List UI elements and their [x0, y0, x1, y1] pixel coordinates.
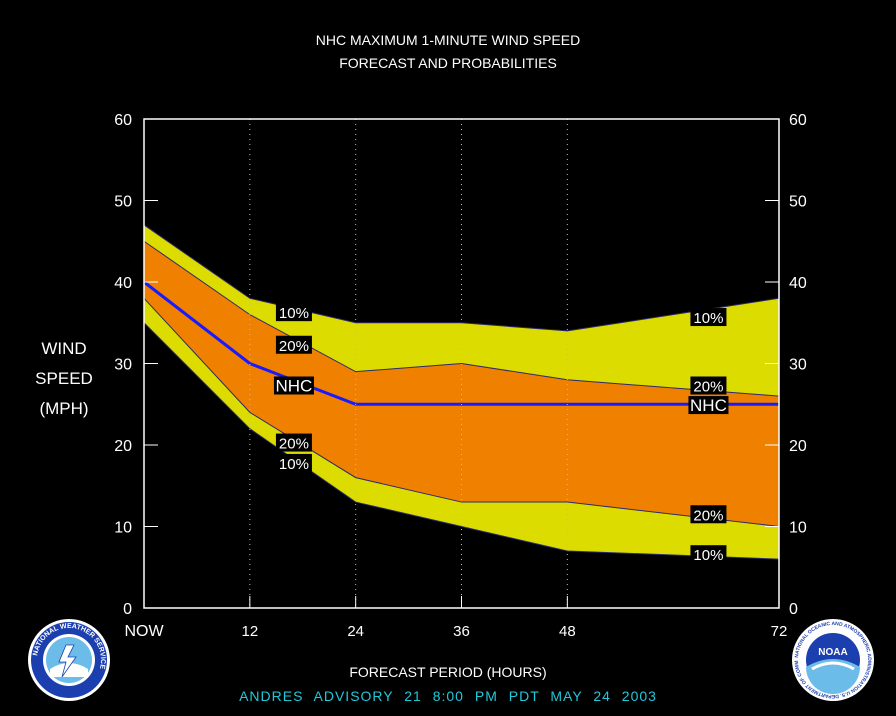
annotation-label: 20%	[693, 507, 723, 524]
y-tick-label-right: 60	[789, 112, 807, 129]
annotation-label: 10%	[693, 547, 723, 564]
noaa-logo-center-text: NOAA	[818, 647, 847, 658]
noaa-logo-icon: NOAA NATIONAL OCEANIC AND ATMOSPHERIC AD…	[790, 617, 874, 701]
chart-title-line-1: NHC MAXIMUM 1-MINUTE WIND SPEED	[315, 32, 581, 48]
y-tick-label-right: 50	[789, 194, 807, 211]
x-tick-label: 12	[241, 623, 258, 640]
y-tick-label-left: 30	[114, 357, 132, 374]
annotation-box	[690, 376, 727, 395]
series-line-20-lower	[143, 297, 780, 527]
y-tick-label-left: 50	[114, 194, 132, 211]
y-tick-label-left: 40	[114, 275, 132, 292]
annotation-label: 20%	[279, 436, 309, 453]
y-tick-label-right: 0	[789, 601, 798, 618]
y-axis-label-line-2: SPEED	[35, 369, 93, 388]
annotation-box	[275, 433, 312, 452]
chart-title-line-2: FORECAST AND PROBABILITIES	[339, 55, 557, 71]
annotation-box	[275, 303, 312, 322]
y-axis-label-line-3: (MPH)	[39, 399, 89, 418]
annotation-box	[690, 308, 727, 327]
annotation-box	[690, 545, 727, 564]
annotation-label: NHC	[690, 396, 727, 415]
annotation-label: 20%	[693, 379, 723, 396]
annotation-box	[275, 453, 312, 472]
y-tick-label-right: 30	[789, 357, 807, 374]
series-line-10-upper	[143, 224, 780, 332]
y-tick-label-right: 40	[789, 275, 807, 292]
x-tick-label: 36	[453, 623, 470, 640]
y-tick-label-left: 10	[114, 520, 132, 537]
annotation-label: NHC	[276, 377, 313, 396]
y-tick-label-left: 60	[114, 112, 132, 129]
x-tick-label: 24	[347, 623, 364, 640]
band-20-percent	[144, 241, 779, 527]
annotation-label: 10%	[279, 456, 309, 473]
nws-logo-icon: NATIONAL WEATHER SERVICE	[28, 619, 110, 701]
advisory-line: ANDRES ADVISORY 21 8:00 PM PDT MAY 24 20…	[239, 688, 657, 704]
annotation-box	[688, 396, 729, 415]
y-tick-label-right: 20	[789, 438, 807, 455]
annotation-box	[275, 335, 312, 354]
y-tick-label-left: 20	[114, 438, 132, 455]
series-line-10-lower	[143, 322, 780, 560]
annotation-label: 10%	[279, 305, 309, 322]
x-axis-label: FORECAST PERIOD (HOURS)	[349, 664, 547, 680]
series-line-nhc	[143, 280, 779, 406]
x-tick-label: 72	[771, 623, 788, 640]
y-axis-label-line-1: WIND	[41, 339, 87, 358]
annotation-box	[690, 505, 727, 524]
x-tick-label: 48	[559, 623, 576, 640]
y-tick-label-left: 0	[123, 601, 132, 618]
annotation-box	[273, 376, 314, 395]
y-tick-label-right: 10	[789, 520, 807, 537]
x-tick-label: NOW	[124, 623, 164, 640]
annotation-label: 10%	[693, 310, 723, 327]
annotation-label: 20%	[279, 338, 309, 355]
series-line-20-upper	[143, 240, 780, 397]
